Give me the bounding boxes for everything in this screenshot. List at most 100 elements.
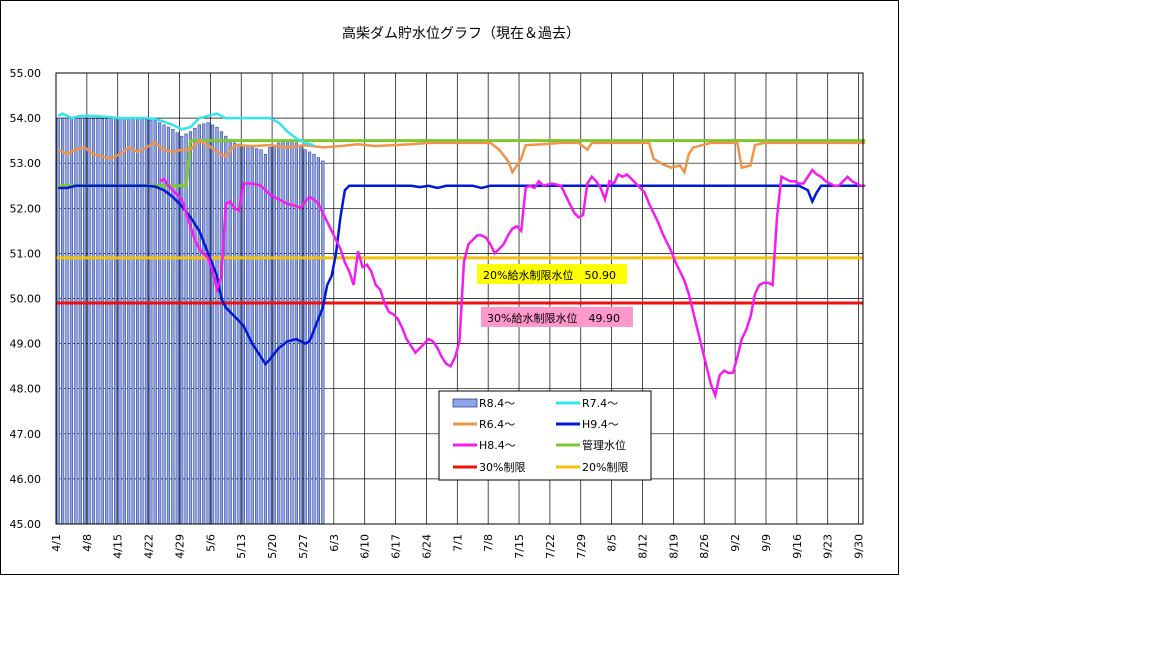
bar-r8 — [303, 149, 307, 525]
x-tick-label: 8/19 — [667, 534, 680, 559]
bar-r8 — [113, 118, 118, 525]
bar-r8 — [83, 118, 87, 525]
bar-r8 — [131, 118, 135, 525]
bar-r8 — [263, 153, 268, 525]
legend-swatch — [452, 398, 478, 408]
line-h8 — [159, 167, 866, 400]
x-tick-label: 5/6 — [204, 534, 217, 552]
bar-r8 — [290, 141, 294, 525]
bar-r8 — [224, 135, 228, 525]
bar-r8 — [158, 122, 162, 525]
x-tick-label: 7/1 — [451, 534, 464, 552]
x-tick-label: 9/16 — [791, 534, 804, 559]
x-tick-label: 4/8 — [81, 534, 94, 552]
x-tick-label: 5/27 — [297, 534, 310, 559]
y-tick-label: 50.00 — [10, 293, 42, 306]
legend: R8.4～ R7.4～ R6.4～ H9.4～ H8.4～ 管理水位 30%制限 20%制限 — [438, 390, 652, 481]
bar-r8 — [188, 131, 193, 525]
bar-r8 — [215, 126, 219, 525]
legend-label: 30%制限 — [479, 461, 525, 474]
bar-r8 — [127, 118, 131, 525]
annotation-limit30-text: 30%給水制限水位 49.90 — [487, 311, 620, 325]
x-tick-label: 7/29 — [575, 534, 588, 559]
x-tick-label: 7/8 — [482, 534, 495, 552]
bar-r8 — [105, 118, 109, 525]
y-tick-label: 49.00 — [10, 338, 42, 351]
legend-label: 20%制限 — [582, 461, 628, 474]
x-tick-label: 9/30 — [853, 534, 866, 559]
bar-r8 — [272, 144, 276, 525]
x-tick-label: 4/1 — [50, 534, 63, 552]
bar-r8 — [122, 118, 126, 525]
bar-r8 — [91, 118, 96, 525]
bar-r8 — [233, 142, 237, 525]
bar-r8 — [316, 157, 320, 525]
x-tick-label: 9/9 — [760, 534, 773, 552]
chart-title: 高柴ダム貯水位グラフ（現在＆過去） — [342, 25, 580, 42]
bar-r8 — [281, 141, 285, 525]
plot-border — [55, 72, 864, 525]
bar-r8 — [312, 153, 316, 525]
bar-r8 — [184, 133, 188, 525]
bar-r8 — [219, 131, 223, 525]
y-tick-label: 53.00 — [10, 157, 42, 170]
bar-r8 — [56, 117, 60, 525]
y-tick-labels: 45.00 46.00 47.00 48.00 49.00 50.00 51.00 52.00… — [10, 67, 42, 531]
x-tick-label: 9/2 — [729, 534, 742, 552]
bar-r8 — [210, 124, 215, 525]
y-tick-label: 46.00 — [10, 473, 42, 486]
bar-r8 — [61, 117, 65, 525]
bar-r8 — [299, 146, 303, 525]
bar-r8 — [65, 117, 69, 525]
x-tick-label: 9/23 — [822, 534, 835, 559]
x-tick-label: 6/3 — [328, 534, 341, 552]
line-r7 — [57, 112, 315, 147]
bar-r8 — [100, 118, 104, 525]
bar-r8 — [96, 118, 100, 525]
y-tick-label: 54.00 — [10, 112, 42, 125]
bar-r8 — [74, 118, 78, 525]
legend-label: 管理水位 — [582, 438, 626, 452]
bar-r8 — [202, 123, 206, 525]
bar-r8 — [259, 149, 263, 525]
x-tick-label: 8/26 — [698, 534, 711, 559]
legend-items: R8.4～ R7.4～ R6.4～ H9.4～ H8.4～ 管理水位 30%制限 20%制限 — [452, 397, 628, 474]
bar-r8 — [69, 118, 74, 525]
x-tick-label: 8/5 — [606, 534, 619, 552]
legend-label: H9.4～ — [582, 418, 619, 431]
bar-r8 — [87, 118, 91, 525]
y-tick-label: 52.00 — [10, 202, 42, 215]
x-tick-label: 6/24 — [420, 534, 433, 559]
bar-r8 — [78, 118, 82, 525]
bar-r8 — [109, 118, 113, 525]
bar-r8 — [180, 135, 184, 525]
y-tick-label: 47.00 — [10, 428, 42, 441]
bar-r8 — [228, 139, 232, 525]
x-tick-label: 5/20 — [266, 534, 279, 559]
legend-label: R6.4～ — [479, 418, 515, 431]
legend-label: H8.4～ — [479, 439, 516, 452]
chart-frame: 高柴ダム貯水位グラフ（現在＆過去） 45.00 46.00 47.00 48.00 49… — [0, 0, 899, 575]
x-tick-label: 4/15 — [112, 534, 125, 559]
bars-r8 — [56, 117, 325, 525]
x-tick-label: 8/12 — [637, 534, 650, 559]
bar-r8 — [206, 122, 210, 525]
bar-r8 — [197, 124, 201, 525]
x-tick-label: 4/29 — [174, 534, 187, 559]
y-tick-label: 48.00 — [10, 383, 42, 396]
bar-r8 — [153, 120, 157, 525]
bar-r8 — [140, 119, 144, 525]
x-tick-label: 4/22 — [143, 534, 156, 559]
annotation-limit20: 20%給水制限水位 50.90 — [477, 264, 627, 284]
bar-r8 — [255, 148, 259, 525]
y-tick-label: 45.00 — [10, 518, 42, 531]
annotation-limit30-bg — [481, 307, 633, 327]
legend-label: R7.4～ — [582, 397, 618, 410]
line-r6 — [57, 139, 866, 176]
bar-r8 — [193, 127, 197, 525]
x-tick-label: 5/13 — [235, 534, 248, 559]
bar-r8 — [250, 147, 254, 525]
annotation-limit20-bg — [477, 264, 627, 284]
annotation-limit30: 30%給水制限水位 49.90 — [481, 307, 633, 327]
y-tick-label: 51.00 — [10, 247, 42, 260]
